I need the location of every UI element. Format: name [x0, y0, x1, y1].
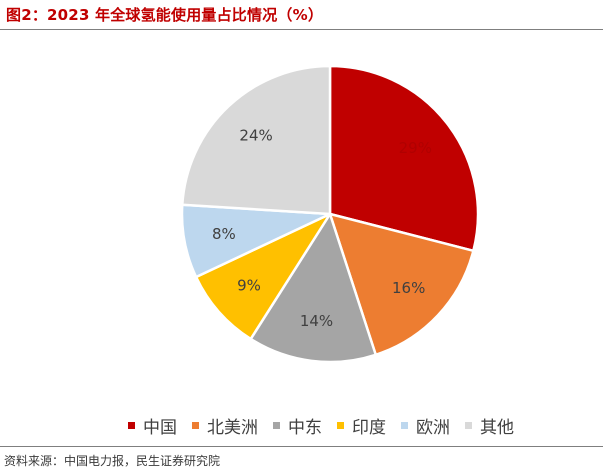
legend-item-europe: 欧洲	[401, 413, 450, 438]
legend-swatch	[128, 422, 135, 429]
pie-slice-china	[328, 64, 480, 253]
chart-legend: 中国 北美洲 中东 印度 欧洲 其他	[128, 413, 529, 438]
pie-slice-north-america	[328, 212, 475, 357]
bottom-divider	[0, 446, 603, 447]
data-label-india: 9%	[237, 276, 261, 294]
data-label-middle-east: 14%	[300, 312, 333, 330]
data-label-europe: 8%	[212, 225, 236, 243]
legend-label: 其他	[480, 418, 514, 438]
pie-slice-india	[194, 212, 332, 341]
legend-item-other: 其他	[465, 413, 514, 438]
legend-label: 中国	[143, 418, 177, 438]
legend-swatch	[401, 422, 408, 429]
legend-item-middle-east: 中东	[273, 413, 322, 438]
figure-title: 图2：2023 年全球氢能使用量占比情况（%）	[6, 6, 324, 24]
pie-slices	[180, 64, 480, 364]
legend-item-india: 印度	[337, 413, 386, 438]
source-note: 资料来源：中国电力报，民生证券研究院	[4, 454, 221, 468]
legend-label: 中东	[288, 418, 322, 438]
pie-slice-middle-east	[249, 212, 377, 364]
data-label-north-america: 16%	[392, 279, 425, 297]
legend-swatch	[192, 422, 199, 429]
top-divider	[0, 29, 603, 30]
legend-label: 欧洲	[416, 418, 450, 438]
legend-swatch	[337, 422, 344, 429]
pie-slice-other	[181, 64, 332, 216]
legend-swatch	[465, 422, 472, 429]
data-label-other: 24%	[239, 126, 272, 144]
legend-item-china: 中国	[128, 413, 177, 438]
pie-chart: 29% 16% 14% 9% 8% 24%	[180, 64, 480, 364]
legend-label: 印度	[352, 418, 386, 438]
legend-item-north-america: 北美洲	[192, 413, 258, 438]
data-label-china: 29%	[399, 139, 432, 157]
legend-swatch	[273, 422, 280, 429]
pie-data-labels: 29% 16% 14% 9% 8% 24%	[212, 126, 432, 330]
legend-label: 北美洲	[207, 418, 258, 438]
